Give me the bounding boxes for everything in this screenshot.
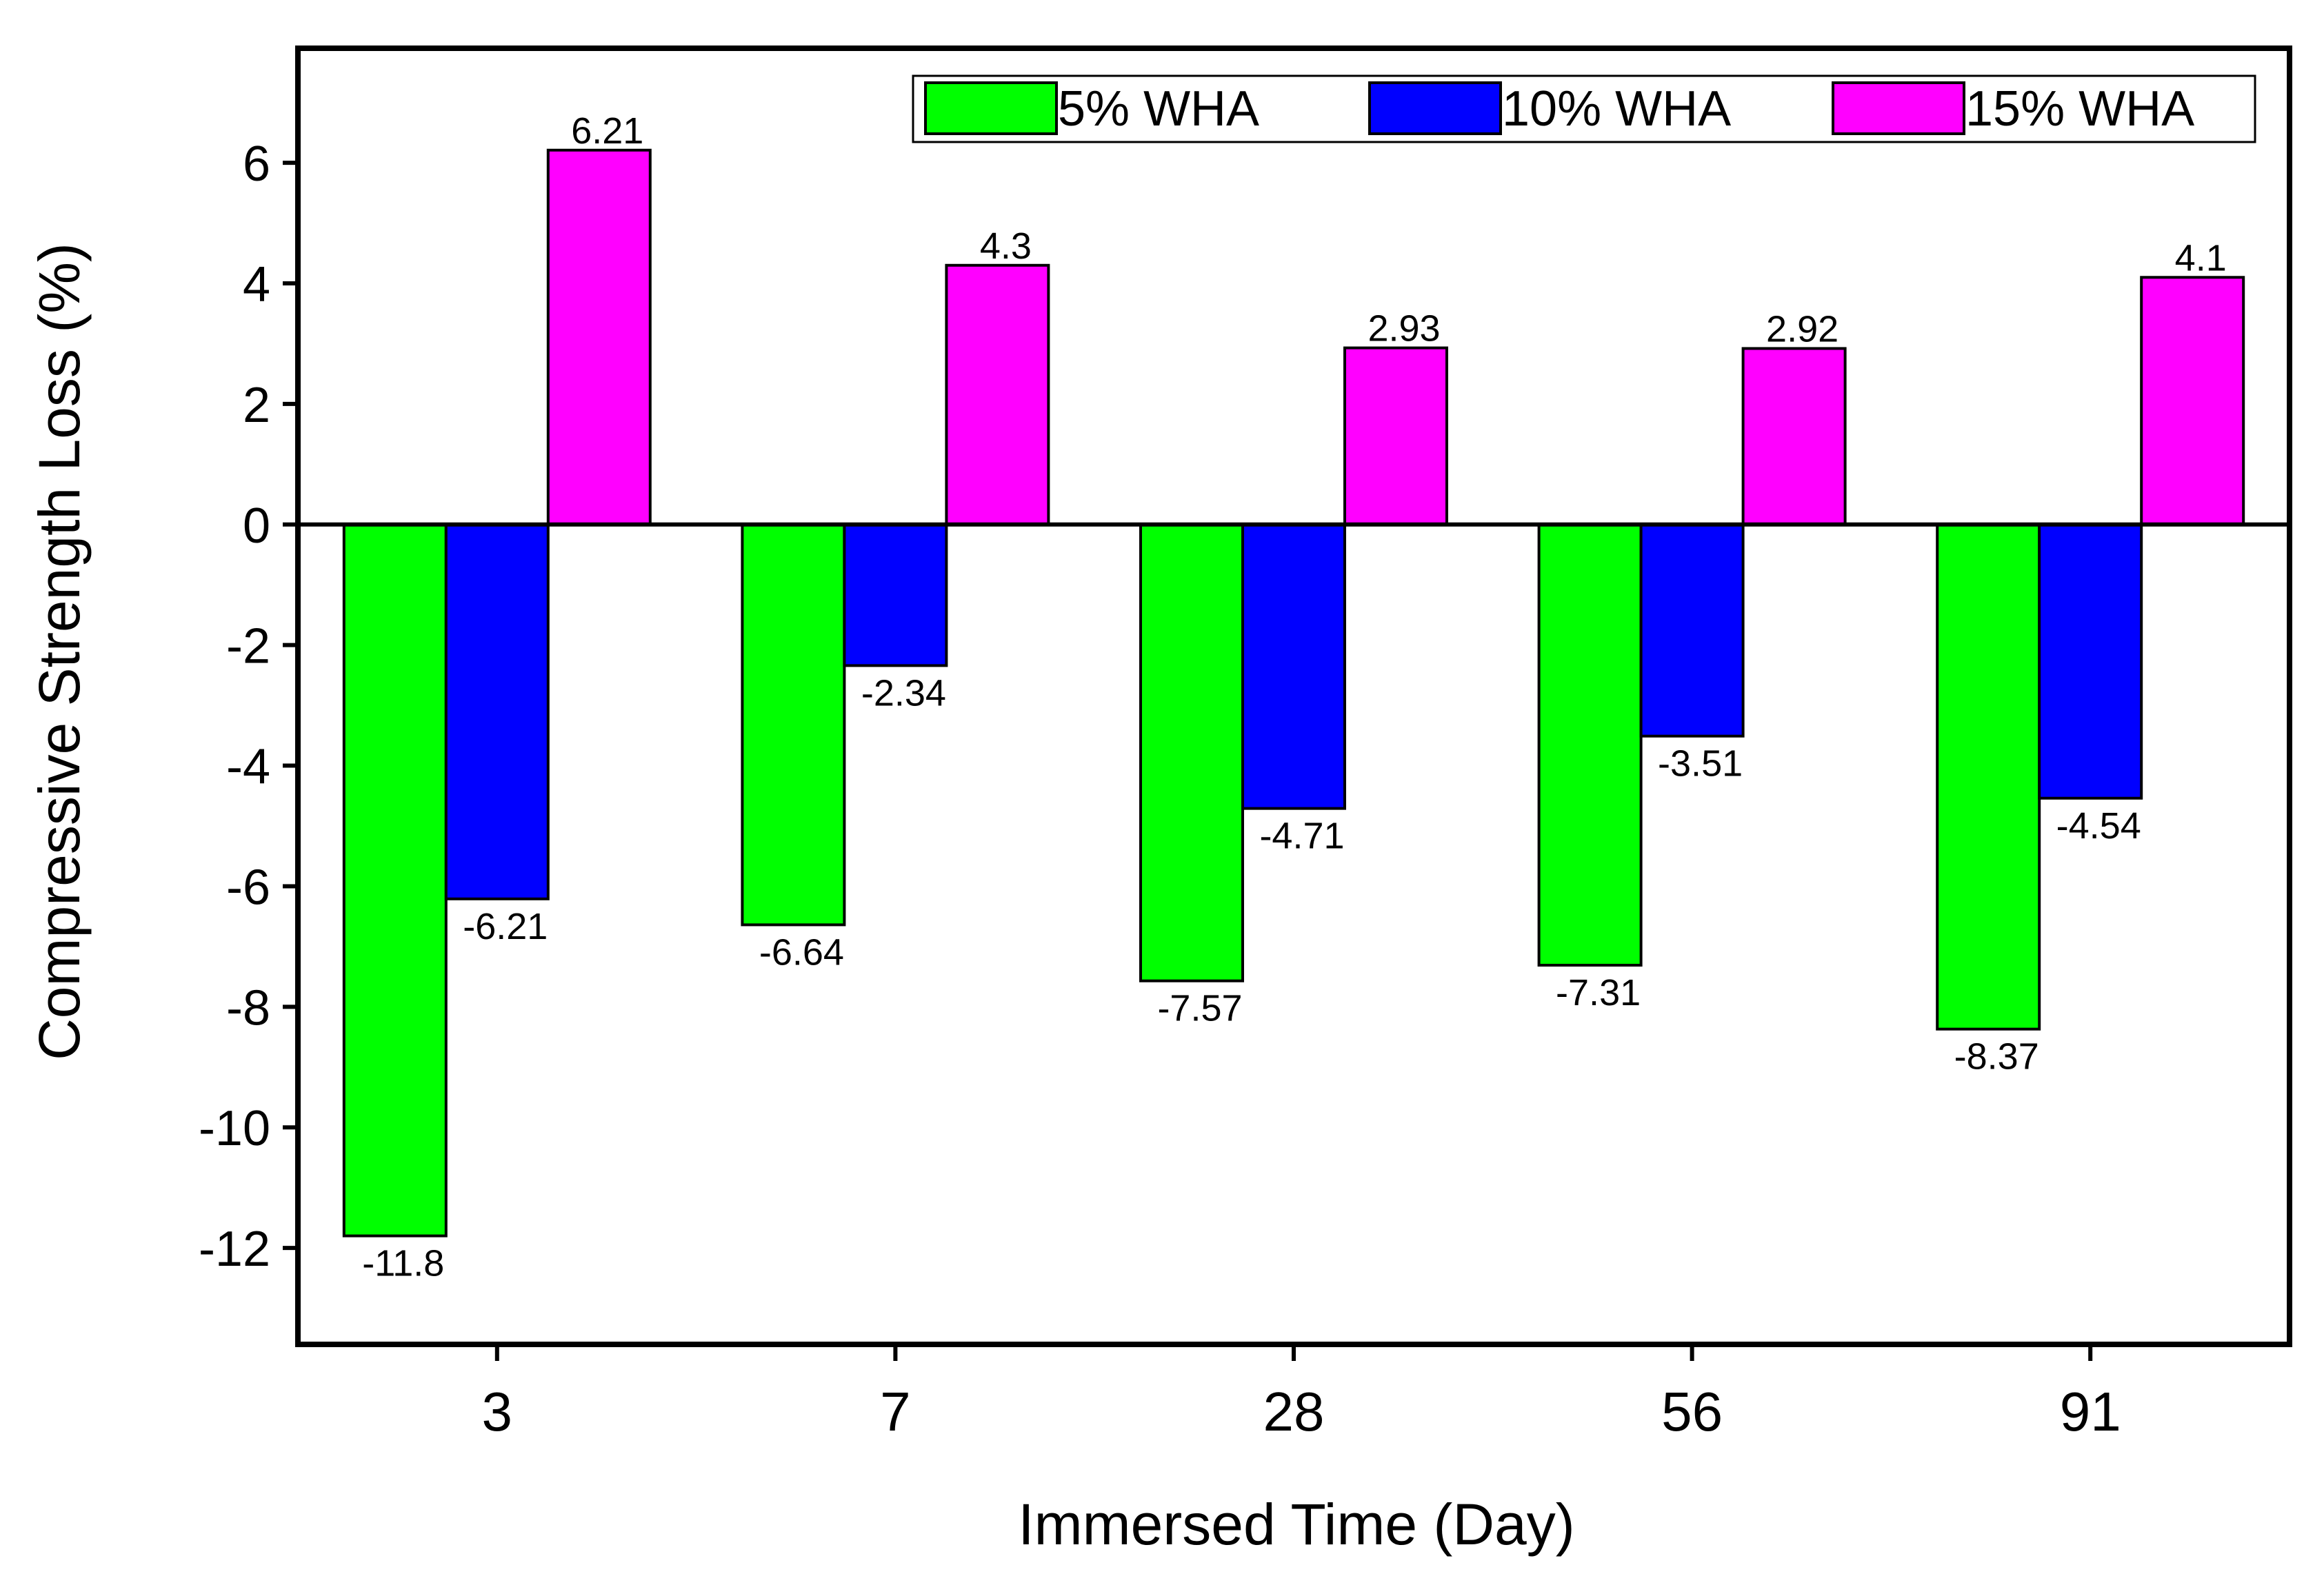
data-label: 2.92 xyxy=(1766,308,1839,350)
data-label: -6.64 xyxy=(759,931,844,973)
x-axis-title: Immersed Time (Day) xyxy=(1018,1492,1574,1557)
bar xyxy=(342,523,448,1238)
data-label: -7.57 xyxy=(1157,988,1242,1029)
y-tick-label: -8 xyxy=(226,980,270,1036)
y-tick-label: -10 xyxy=(199,1101,270,1156)
bar xyxy=(1537,523,1643,967)
y-tick-label: -6 xyxy=(226,860,270,915)
data-label: -8.37 xyxy=(1954,1036,2039,1078)
bar xyxy=(1639,523,1745,738)
legend-swatch xyxy=(1832,81,1965,135)
data-label: -11.8 xyxy=(362,1243,444,1284)
legend-swatch xyxy=(924,81,1058,135)
bar xyxy=(1241,523,1346,810)
legend-box xyxy=(912,74,2256,143)
y-tick-label: -4 xyxy=(226,740,270,795)
bar xyxy=(741,523,846,927)
bars-layer xyxy=(342,148,2245,1238)
data-label: 2.93 xyxy=(1368,308,1440,350)
y-axis-title: Compressive Strength Loss (%) xyxy=(27,243,92,1060)
legend-label: 15% WHA xyxy=(1965,81,2194,137)
bar xyxy=(945,263,1050,526)
data-label: -6.21 xyxy=(463,906,548,947)
x-tick-label: 56 xyxy=(1661,1381,1723,1442)
y-axis: 6 4 2 0 -2 -4 -6 -8 -10 -12 xyxy=(199,137,298,1277)
x-tick-label: 91 xyxy=(2060,1381,2121,1442)
y-tick-label: 6 xyxy=(243,137,270,192)
y-tick-label: 0 xyxy=(243,498,270,554)
y-tick-label: -2 xyxy=(226,619,270,674)
legend-label: 5% WHA xyxy=(1058,81,1259,137)
bar xyxy=(2038,523,2143,800)
bar xyxy=(2140,276,2245,526)
bar xyxy=(843,523,948,667)
data-label: 4.1 xyxy=(2175,237,2227,279)
bar xyxy=(1936,523,2041,1031)
data-label: -2.34 xyxy=(861,672,946,714)
y-tick-label: 2 xyxy=(243,378,270,433)
x-tick-label: 7 xyxy=(880,1381,911,1442)
x-tick-label: 3 xyxy=(482,1381,513,1442)
x-axis: 3 7 28 56 91 xyxy=(482,1344,2121,1442)
data-label: -3.51 xyxy=(1658,743,1743,785)
data-label: 4.3 xyxy=(980,225,1032,267)
bar xyxy=(546,148,652,526)
legend-swatch xyxy=(1368,81,1502,135)
bar xyxy=(1139,523,1244,982)
x-tick-label: 28 xyxy=(1263,1381,1325,1442)
data-label: -4.71 xyxy=(1259,816,1344,857)
bar xyxy=(444,523,550,900)
bar xyxy=(1343,346,1448,526)
data-label: -4.54 xyxy=(2056,805,2141,847)
data-label: 6.21 xyxy=(571,110,643,152)
legend-label: 10% WHA xyxy=(1502,81,1731,137)
y-tick-label: 4 xyxy=(243,257,270,312)
y-tick-label: -12 xyxy=(199,1222,270,1277)
legend: 5% WHA 10% WHA 15% WHA xyxy=(912,74,2256,143)
bar xyxy=(1741,347,1847,526)
data-label: -7.31 xyxy=(1556,972,1641,1013)
data-labels: -11.8 -6.64 -7.57 -7.31 -8.37 -6.21 -2.34 -4.71… xyxy=(362,110,2226,1284)
